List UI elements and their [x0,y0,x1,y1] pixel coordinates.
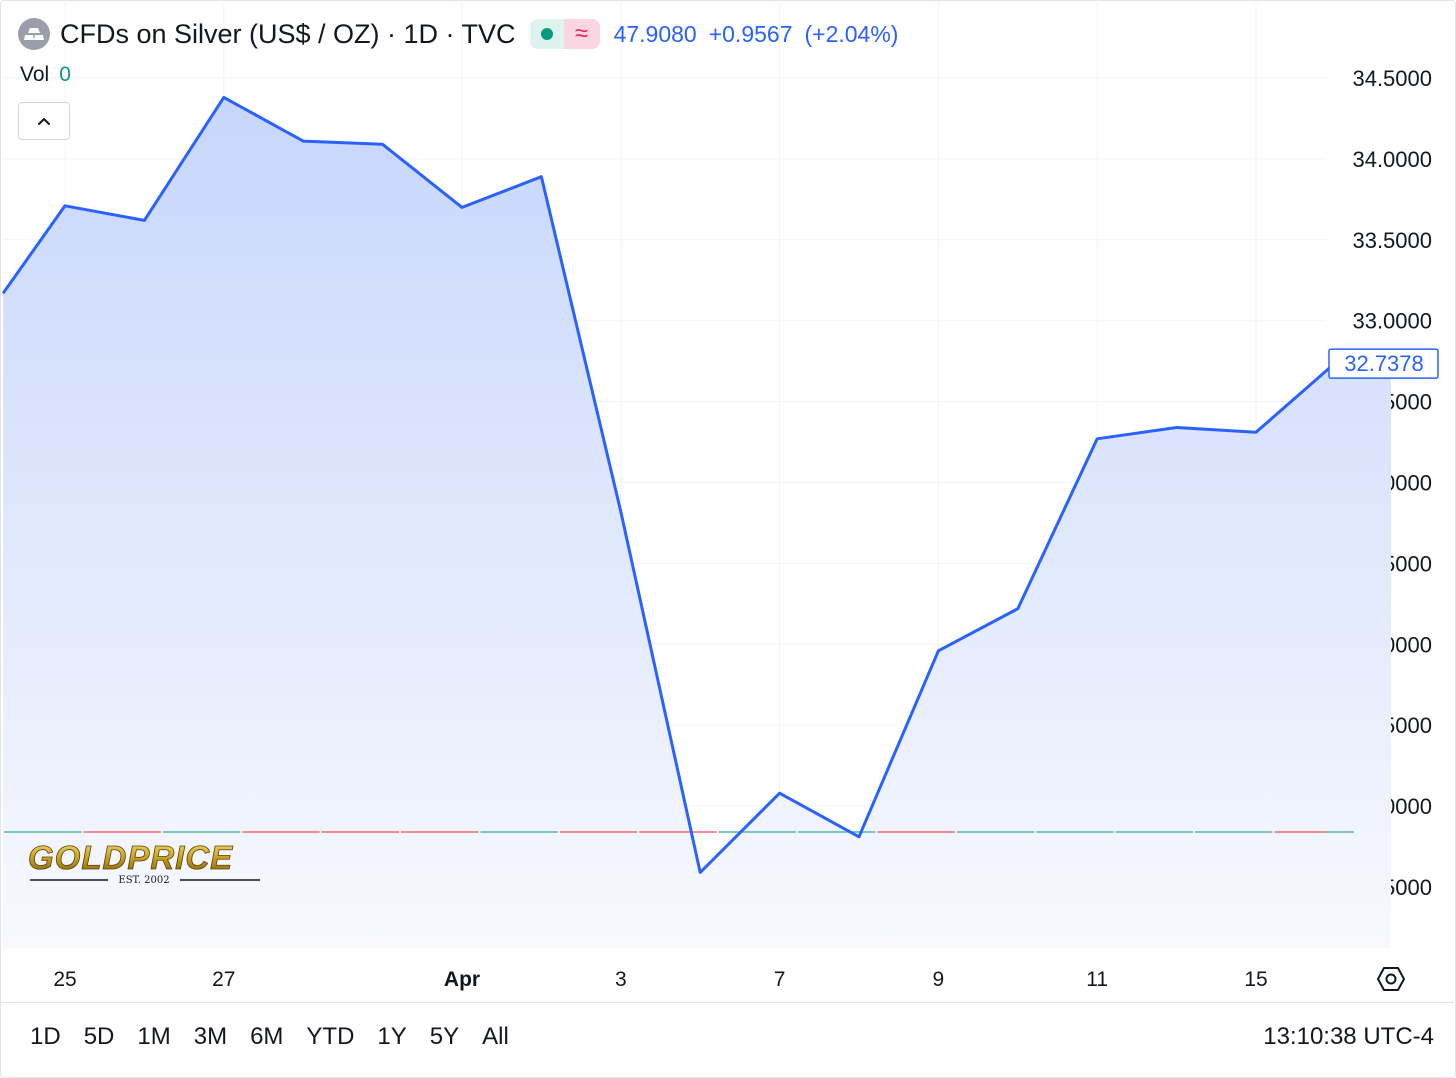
range-5d-button[interactable]: 5D [83,1023,115,1050]
logo-tagline: EST. 2002 [118,875,169,886]
x-tick-label: 25 [53,968,76,991]
silver-bars-icon [18,18,50,50]
price-change-percent: (+2.04%) [804,20,899,47]
clock-timezone[interactable]: 13:10:38 UTC-4 [1263,1023,1434,1050]
volume-label: Vol [20,63,50,86]
x-tick-label: 15 [1244,968,1267,991]
volume-value: 0 [59,63,71,86]
settings-gear-icon[interactable] [1376,964,1406,994]
range-6m-button[interactable]: 6M [250,1023,284,1050]
x-tick-label: 9 [933,968,945,991]
time-range-selector: 1D 5D 1M 3M 6M YTD 1Y 5Y All [18,1021,520,1053]
range-3m-button[interactable]: 3M [193,1023,228,1050]
y-tick-label: 34.0000 [1352,147,1432,172]
x-tick-label: 11 [1086,968,1108,991]
market-status[interactable]: ≈ [529,19,600,49]
price-area-fill [3,97,1392,948]
collapse-legend-button[interactable] [18,102,70,140]
delayed-data-icon: ≈ [563,19,600,49]
symbol-title[interactable]: CFDs on Silver (US$ / OZ) · 1D · TVC [60,18,516,49]
y-tick-label: 33.5000 [1352,228,1432,253]
range-all-button[interactable]: All [482,1023,509,1050]
x-tick-label: 27 [212,968,235,991]
range-1m-button[interactable]: 1M [137,1023,171,1050]
goldprice-logo: GOLDPRICE [28,839,233,876]
chevron-up-icon [38,118,50,125]
range-1y-button[interactable]: 1Y [377,1023,407,1050]
x-tick-label: 3 [615,968,627,991]
footer-divider [0,1002,1454,1003]
chart-header: CFDs on Silver (US$ / OZ) · 1D · TVC ≈ 4… [18,14,910,54]
range-1d-button[interactable]: 1D [30,1023,61,1050]
chart-footer: 1D 5D 1M 3M 6M YTD 1Y 5Y All 13:10:38 UT… [0,1003,1454,1076]
market-open-dot-icon [529,19,564,49]
volume-legend: Vol 0 [20,63,71,87]
x-tick-label: 7 [774,968,786,991]
last-price: 47.9080 [613,20,697,47]
y-tick-label: 33.0000 [1352,309,1432,334]
last-value-label: 32.7378 [1344,351,1424,376]
price-line[interactable] [1,95,1392,874]
last-value-box [1328,348,1439,379]
price-change: +0.9567 [708,20,793,47]
range-ytd-button[interactable]: YTD [306,1023,355,1050]
x-tick-label: Apr [444,968,480,991]
range-5y-button[interactable]: 5Y [429,1023,460,1050]
price-chart[interactable]: 34.500034.000033.500033.000032.500032.00… [0,0,1456,1000]
y-tick-label: 34.5000 [1352,66,1432,91]
